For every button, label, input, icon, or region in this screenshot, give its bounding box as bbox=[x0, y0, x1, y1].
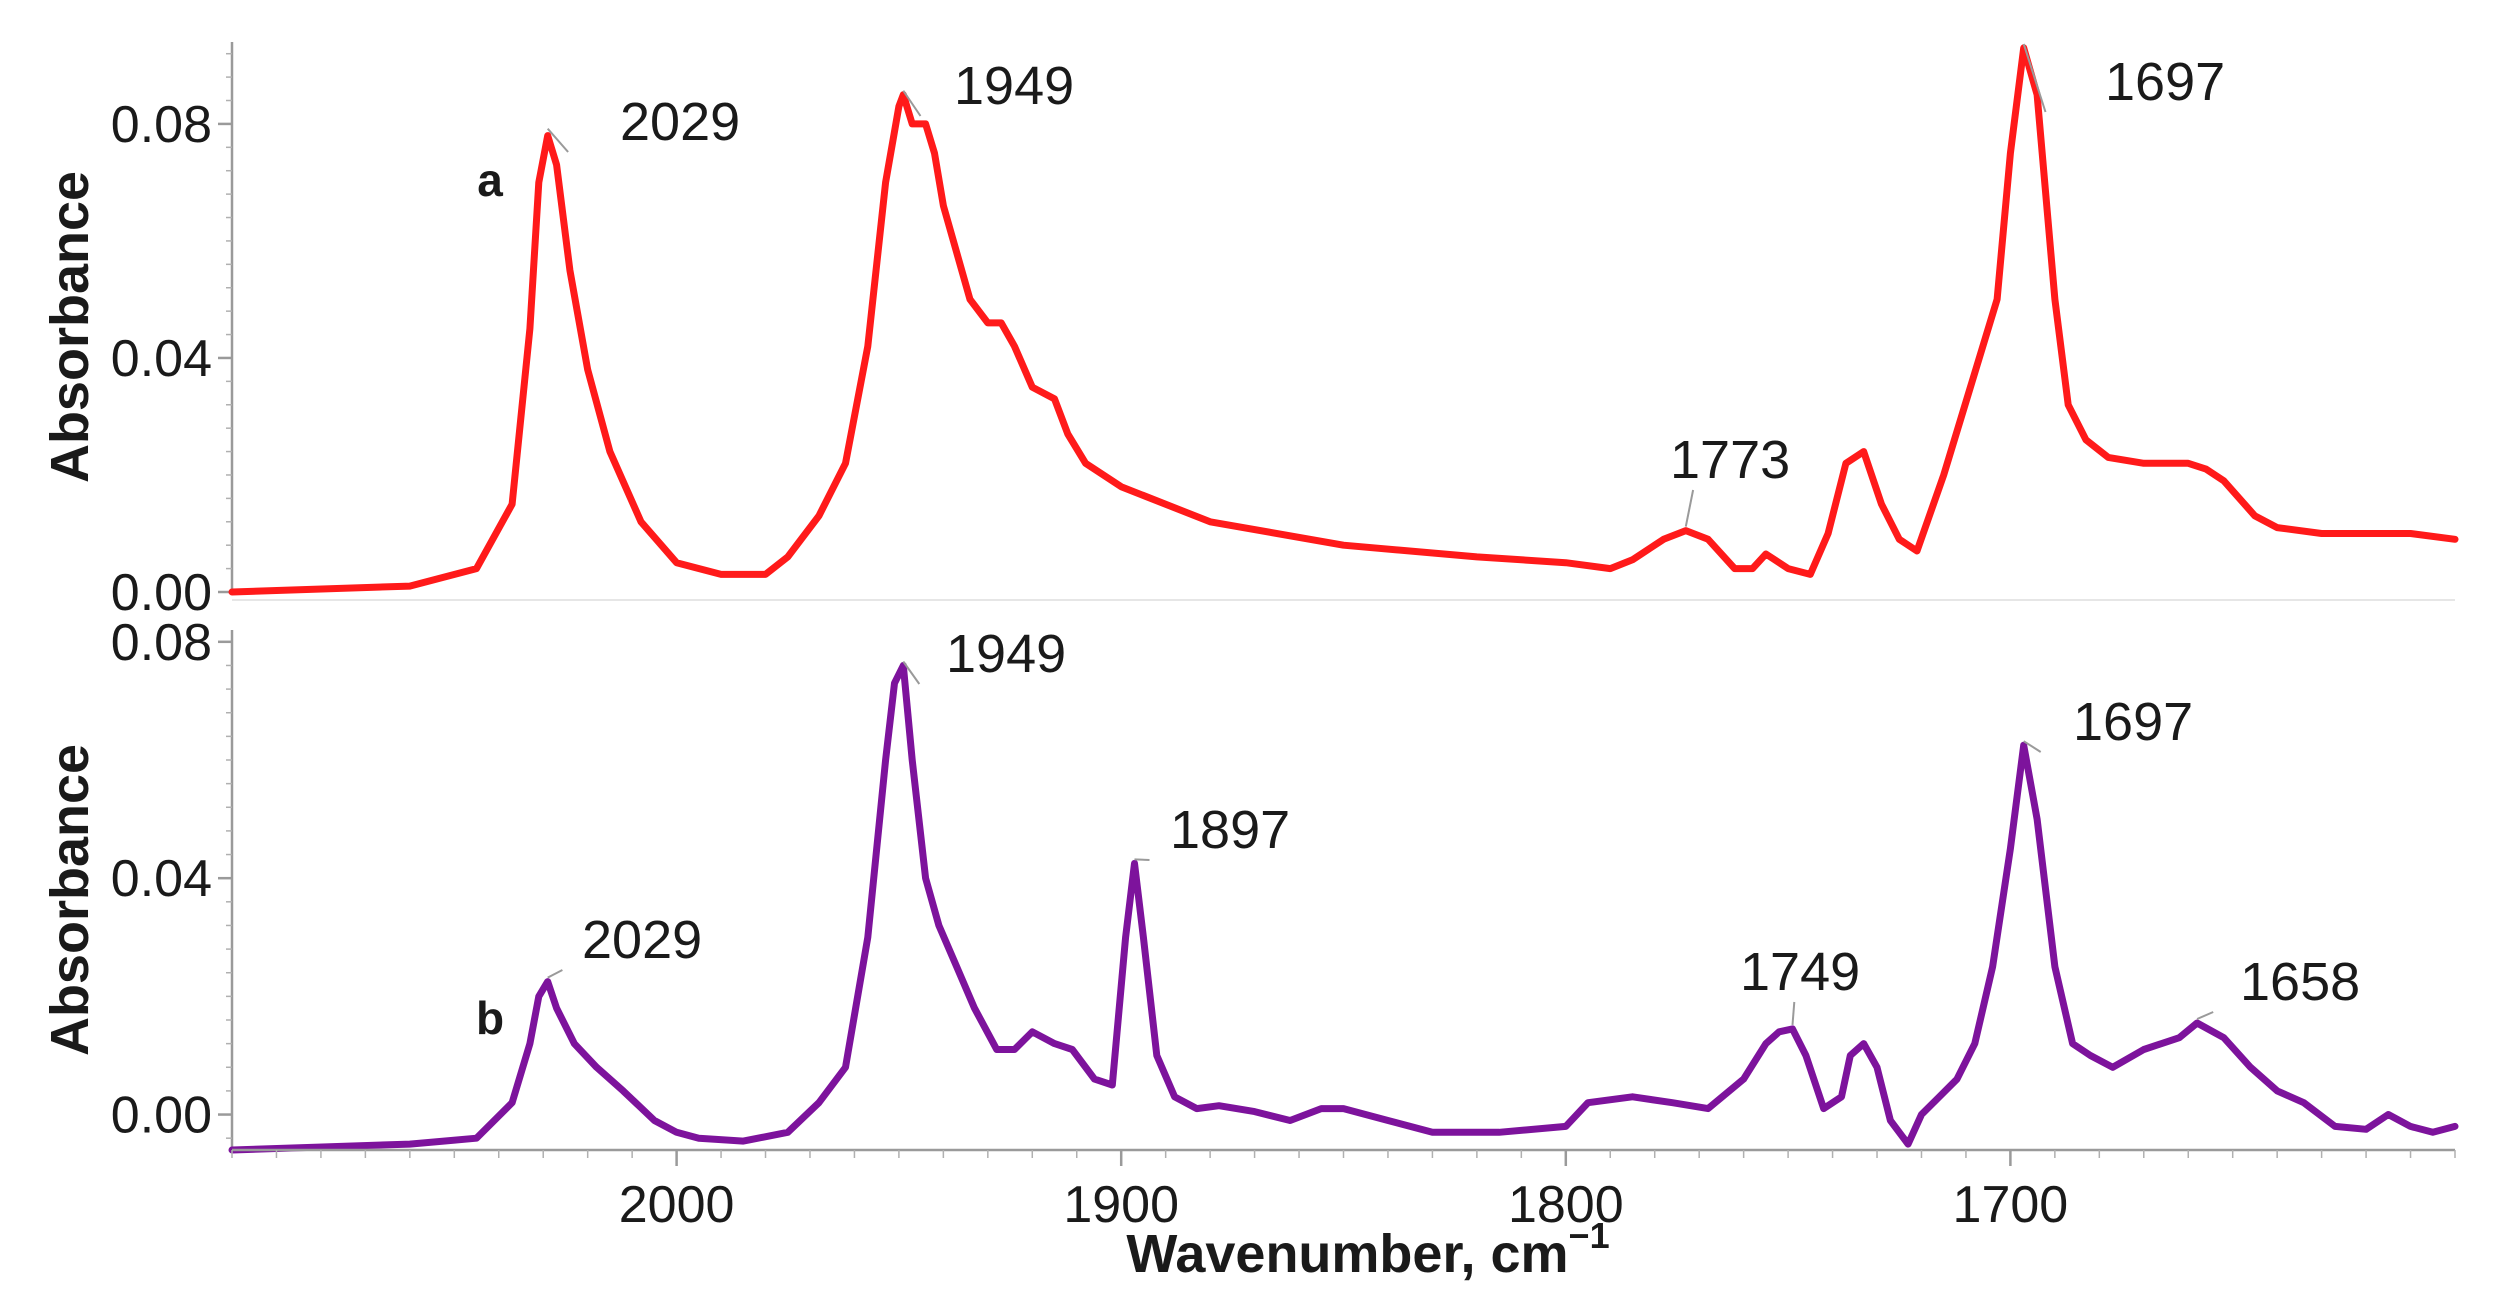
peak-label-1949: 1949 bbox=[954, 56, 1074, 116]
y-tick-label: 0.08 bbox=[111, 96, 212, 154]
peak-leader-2029 bbox=[547, 969, 563, 979]
y-tick-label: 0.00 bbox=[111, 1087, 212, 1145]
spectrum-line-b bbox=[228, 662, 2459, 1154]
panel-label-a: a bbox=[477, 154, 503, 206]
spectrum-line-a bbox=[228, 44, 2459, 596]
x-tick-label: 1700 bbox=[1953, 1176, 2069, 1234]
x-axis: 2000 1900 1800 1700 bbox=[231, 599, 2456, 1234]
peak-leader-1697 bbox=[2023, 740, 2042, 753]
peak-leader-1697 bbox=[2022, 43, 2047, 113]
peak-label-1897: 1897 bbox=[1170, 800, 1290, 860]
peak-label-1697: 1697 bbox=[2073, 692, 2193, 752]
peak-leader-1773 bbox=[1684, 489, 1695, 527]
x-axis-title-main: Wavenumber, cm bbox=[1126, 1224, 1568, 1284]
peak-label-2029: 2029 bbox=[620, 92, 740, 152]
x-tick-label: 1900 bbox=[1063, 1176, 1179, 1234]
y-axis-title-a: Absorbance bbox=[40, 171, 100, 483]
x-tick-label: 2000 bbox=[619, 1176, 735, 1234]
peak-leader-2029 bbox=[546, 128, 569, 153]
x-axis-title: Wavenumber, cm−1 bbox=[1126, 1215, 1609, 1284]
peak-label-1773: 1773 bbox=[1670, 430, 1790, 490]
peak-leader-1749 bbox=[1791, 1001, 1796, 1025]
x-axis-title-superscript: −1 bbox=[1569, 1215, 1610, 1256]
peak-leader-1658 bbox=[2196, 1011, 2214, 1020]
peak-label-1697: 1697 bbox=[2105, 52, 2225, 112]
peak-label-1949: 1949 bbox=[946, 624, 1066, 684]
peak-label-1749: 1749 bbox=[1740, 942, 1860, 1002]
y-tick-label: 0.04 bbox=[111, 330, 212, 388]
panel-label-b: b bbox=[476, 992, 504, 1044]
y-tick-label: 0.00 bbox=[111, 564, 212, 622]
peak-label-1658: 1658 bbox=[2240, 952, 2360, 1012]
peak-leader-1949 bbox=[902, 90, 922, 117]
peak-leader-1897 bbox=[1134, 858, 1150, 861]
peak-leader-1949 bbox=[902, 660, 921, 685]
y-tick-label: 0.08 bbox=[111, 614, 212, 672]
panel-b: 0.00 0.04 0.08 Absorbance b 2029 1949 1897 1749 1… bbox=[40, 614, 2459, 1154]
x-tick-label: 1800 bbox=[1508, 1176, 1624, 1234]
y-tick-label: 0.04 bbox=[111, 850, 212, 908]
peak-label-2029: 2029 bbox=[582, 910, 702, 970]
y-axis-title-b: Absorbance bbox=[40, 744, 100, 1056]
